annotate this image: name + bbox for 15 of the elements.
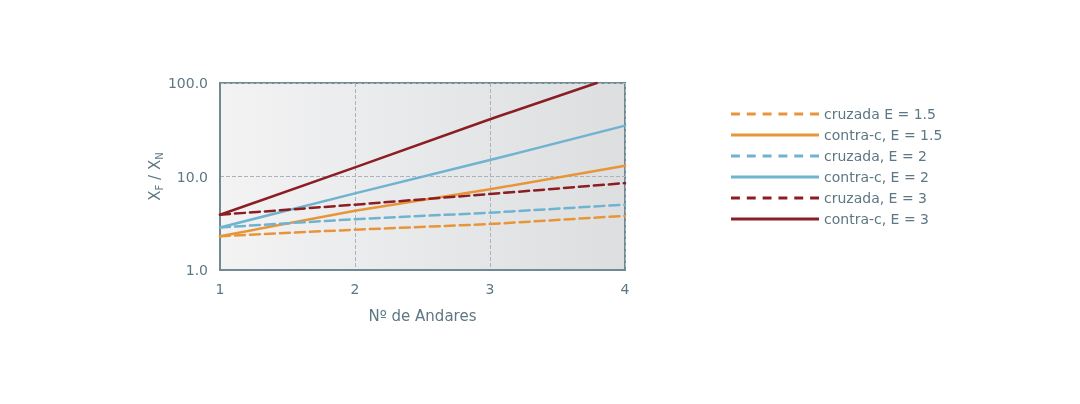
y-tick-label: 1.0	[185, 262, 208, 278]
x-tick-label: 2	[350, 281, 360, 297]
legend-label: contra-c, E = 1.5	[824, 127, 943, 143]
x-tick-label: 4	[620, 281, 630, 297]
legend-label: cruzada, E = 3	[824, 190, 928, 206]
y-tick-label: 100.0	[167, 75, 208, 91]
legend-label: cruzada, E = 2	[824, 148, 928, 164]
y-axis-title: XF / XN	[146, 152, 165, 201]
legend-label: contra-c, E = 2	[824, 169, 929, 185]
x-tick-label: 3	[485, 281, 495, 297]
y-tick-label: 10.0	[176, 168, 208, 185]
legend-label: cruzada E = 1.5	[824, 106, 936, 122]
x-axis-title: Nº de Andares	[368, 306, 477, 325]
x-tick-label: 1	[215, 281, 225, 297]
legend-label: contra-c, E = 3	[824, 211, 929, 227]
